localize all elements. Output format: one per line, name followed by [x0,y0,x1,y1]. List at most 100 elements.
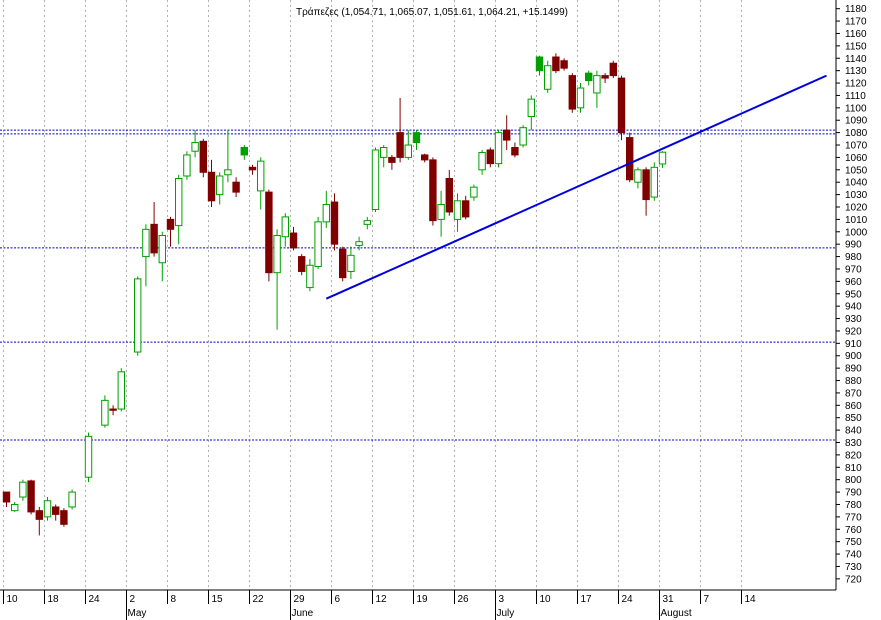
candle [453,193,462,232]
candle [503,115,511,150]
y-tick-label: 890 [845,364,862,375]
candle-body [158,235,167,264]
candle-body [371,149,380,210]
candle [478,149,486,175]
candle [347,246,355,279]
y-tick-label: 930 [845,314,862,325]
candle [634,167,642,189]
candle-body [347,254,355,272]
candle-body [265,191,273,274]
candle-body [527,98,535,118]
candle-body [183,154,191,177]
candle-body [429,159,437,222]
candle [207,159,216,207]
candle [322,190,331,229]
candle [117,368,125,412]
candle-body [503,129,511,141]
candle-body [2,491,11,503]
y-tick-label: 860 [845,401,862,412]
y-tick-label: 740 [845,550,862,561]
candle [626,132,634,183]
candle [642,167,650,216]
candle-body [232,181,240,193]
candle-body [52,506,60,515]
candle [445,169,454,216]
candle-body [462,200,470,218]
candle-body [658,151,667,165]
candle [404,130,413,160]
y-tick-label: 1020 [845,202,868,213]
candle-body [199,140,208,173]
candle-body [642,169,650,201]
y-tick-label: 770 [845,512,862,523]
candle [101,395,109,428]
candle [216,172,224,205]
candle [232,177,240,198]
candle [412,130,421,150]
candle-body [35,510,43,520]
y-tick-label: 800 [845,475,862,486]
candle [298,254,306,276]
candle-body [207,171,216,202]
x-tick-label: 3 [499,594,505,605]
candle-body [355,241,363,246]
candle-body [289,232,298,249]
candle-body [248,166,257,171]
candle [396,97,404,163]
candle-body [421,154,429,161]
candle-body [19,481,27,498]
y-tick-label: 1000 [845,227,868,238]
candle-body [330,201,339,245]
month-label: June [292,608,314,619]
y-tick-label: 980 [845,252,862,263]
y-tick-label: 1050 [845,165,868,176]
candle-body [585,72,593,82]
candle [199,138,208,178]
candle [609,60,617,79]
candle [314,216,322,269]
candle-body [626,137,634,181]
candle [158,231,167,282]
x-tick-label: 2 [130,594,136,605]
candle [617,75,626,141]
candle [339,246,347,282]
candle [437,190,445,237]
candle-body [175,177,183,227]
candle [380,145,388,168]
y-tick-label: 1130 [845,66,867,77]
candle [650,162,658,201]
candle [265,189,273,282]
candle-body [117,371,125,410]
candle-body [224,169,232,176]
x-tick-label: 26 [458,594,470,605]
candle-body [568,75,576,110]
candle-body [380,147,388,158]
y-tick-label: 840 [845,426,862,437]
candle-body [494,132,503,165]
candle-body [314,221,322,267]
candle [27,479,35,515]
candle [363,216,372,230]
candle [175,174,183,245]
candle-body [306,264,314,289]
candle [544,60,552,93]
candle-body [363,220,372,225]
y-tick-label: 1170 [845,17,867,28]
y-tick-label: 760 [845,525,862,536]
candle [486,147,495,168]
candle [68,489,76,510]
candle-body [650,166,658,198]
y-tick-label: 720 [845,574,862,585]
candle [576,83,585,113]
x-tick-label: 24 [89,594,101,605]
candle [11,501,19,512]
candle-body [298,256,306,272]
candle-body [134,278,142,353]
candle-body [544,65,552,90]
candle-body [68,491,76,508]
y-tick-label: 1150 [845,41,867,52]
trendline-line [325,74,827,300]
candle [281,213,290,247]
candle [552,53,560,74]
